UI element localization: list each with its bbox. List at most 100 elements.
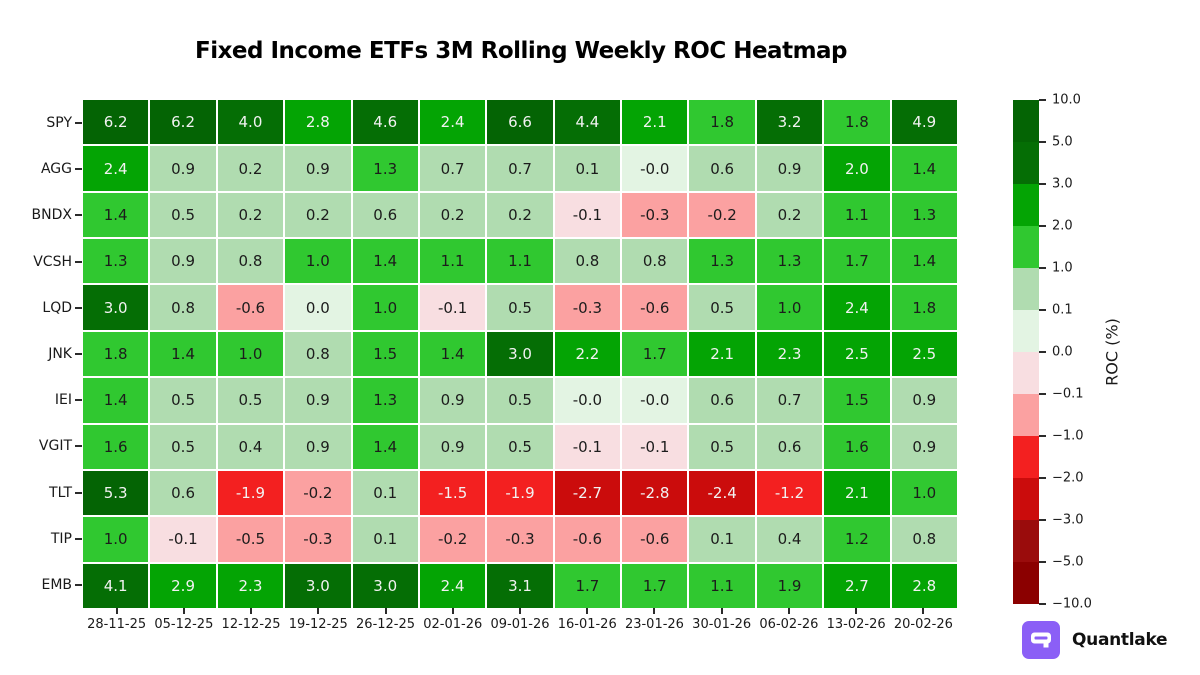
colorbar-segment	[1013, 562, 1039, 604]
colorbar-tick-label: −0.1	[1052, 386, 1084, 402]
heatmap-cell: -2.7	[554, 470, 621, 516]
colorbar-tick-mark	[1039, 141, 1046, 143]
heatmap-cell: 4.1	[83, 563, 149, 608]
heatmap-cell: 1.7	[622, 563, 688, 608]
heatmap-cell: -0.6	[622, 517, 688, 562]
heatmap-cell: 1.7	[824, 239, 890, 284]
colorbar-tick-label: 0.1	[1052, 302, 1073, 318]
heatmap-cell: 1.3	[83, 239, 149, 284]
heatmap-cell: 1.1	[824, 192, 890, 238]
heatmap-cell: 0.7	[487, 146, 553, 191]
colorbar-segment	[1013, 184, 1039, 226]
x-tick-label: 30-01-26	[692, 617, 752, 632]
heatmap-cell: 0.9	[285, 378, 351, 423]
heatmap-cell: -2.8	[622, 470, 688, 516]
heatmap-cell: 1.8	[824, 100, 890, 145]
colorbar-segment	[1013, 394, 1039, 436]
y-tick-mark	[75, 583, 82, 586]
colorbar-tick-mark	[1039, 561, 1046, 563]
colorbar-tick-mark	[1039, 477, 1046, 479]
x-tick-label: 02-01-26	[423, 617, 483, 632]
x-tick-label: 23-01-26	[624, 617, 684, 632]
heatmap-cell: 0.7	[419, 146, 486, 191]
heatmap-cell: 1.0	[217, 331, 284, 377]
heatmap-cell: -1.9	[487, 470, 553, 516]
colorbar-tick-label: −10.0	[1052, 596, 1092, 612]
heatmap-cell: 2.8	[891, 563, 957, 608]
y-tick-label: VGIT	[38, 438, 72, 455]
y-tick-mark	[75, 537, 82, 540]
heatmap-cell: 1.6	[824, 424, 890, 469]
heatmap-cell: 0.0	[285, 285, 351, 330]
heatmap-cell: 0.1	[554, 146, 621, 191]
heatmap-cell: 0.1	[352, 517, 418, 562]
heatmap-cell: 0.8	[285, 331, 351, 377]
x-tick-mark	[720, 608, 723, 614]
heatmap-cell: 4.4	[554, 100, 621, 145]
y-tick-mark	[75, 122, 82, 125]
heatmap-cell: 0.8	[217, 239, 284, 284]
heatmap-cell: 1.9	[756, 563, 823, 608]
heatmap-cell: -0.2	[689, 192, 755, 238]
x-tick-mark	[922, 608, 925, 614]
heatmap-cell: 1.1	[689, 563, 755, 608]
heatmap-cell: -0.6	[217, 285, 284, 330]
heatmap-cell: 0.2	[419, 192, 486, 238]
y-tick-label: TIP	[50, 530, 72, 547]
heatmap-cell: -0.1	[622, 424, 688, 469]
y-tick-mark	[75, 260, 82, 263]
y-tick-label: IEI	[54, 392, 72, 409]
heatmap-cell: 1.4	[83, 378, 149, 423]
heatmap-cell: -0.3	[554, 285, 621, 330]
heatmap-cell: 0.8	[622, 239, 688, 284]
heatmap-cell: -0.5	[217, 517, 284, 562]
x-tick-mark	[586, 608, 589, 614]
heatmap-cell: -0.0	[554, 378, 621, 423]
heatmap-cell: 2.2	[554, 331, 621, 377]
colorbar-segment	[1013, 520, 1039, 562]
colorbar-tick-label: 10.0	[1052, 92, 1081, 108]
heatmap-cell: 1.8	[689, 100, 755, 145]
heatmap-cell: 0.2	[487, 192, 553, 238]
x-tick-mark	[855, 608, 858, 614]
heatmap-cell: 0.5	[150, 192, 216, 238]
heatmap-cell: 0.5	[217, 378, 284, 423]
heatmap-cell: 0.9	[756, 146, 823, 191]
heatmap-cell: 0.6	[756, 424, 823, 469]
heatmap-cell: 0.9	[150, 146, 216, 191]
colorbar-tick-label: 3.0	[1052, 176, 1073, 192]
heatmap-cell: -0.3	[622, 192, 688, 238]
x-tick-mark	[451, 608, 454, 614]
heatmap-cell: 1.3	[689, 239, 755, 284]
heatmap-cell: 1.0	[285, 239, 351, 284]
heatmap-cell: 2.0	[824, 146, 890, 191]
y-tick-mark	[75, 491, 82, 494]
heatmap-cell: 2.7	[824, 563, 890, 608]
colorbar-axis-label: ROC (%)	[1102, 318, 1122, 386]
colorbar-tick-mark	[1039, 309, 1046, 311]
heatmap-cell: -2.4	[689, 470, 755, 516]
x-tick-label: 12-12-25	[221, 617, 281, 632]
heatmap-cell: 0.8	[554, 239, 621, 284]
heatmap-cell: 6.2	[83, 100, 149, 145]
colorbar-tick-mark	[1039, 99, 1046, 101]
brand: Quantlake	[1022, 621, 1168, 659]
heatmap-cell: -1.9	[217, 470, 284, 516]
heatmap-cell: 0.5	[150, 378, 216, 423]
heatmap-cell: 2.3	[217, 563, 284, 608]
colorbar-tick-label: 1.0	[1052, 260, 1073, 276]
y-tick-label: LQD	[42, 299, 72, 316]
heatmap-cell: 1.1	[487, 239, 553, 284]
colorbar-tick-mark	[1039, 435, 1046, 437]
heatmap-cell: 0.5	[487, 424, 553, 469]
heatmap-cell: 1.0	[891, 470, 957, 516]
heatmap-cell: 1.5	[352, 331, 418, 377]
heatmap-cell: 2.4	[824, 285, 890, 330]
colorbar-segment	[1013, 226, 1039, 268]
heatmap-cell: 0.9	[891, 378, 957, 423]
heatmap-cell: 0.9	[285, 146, 351, 191]
colorbar-segment	[1013, 478, 1039, 520]
heatmap-cell: 0.4	[217, 424, 284, 469]
heatmap-cell: 1.0	[352, 285, 418, 330]
